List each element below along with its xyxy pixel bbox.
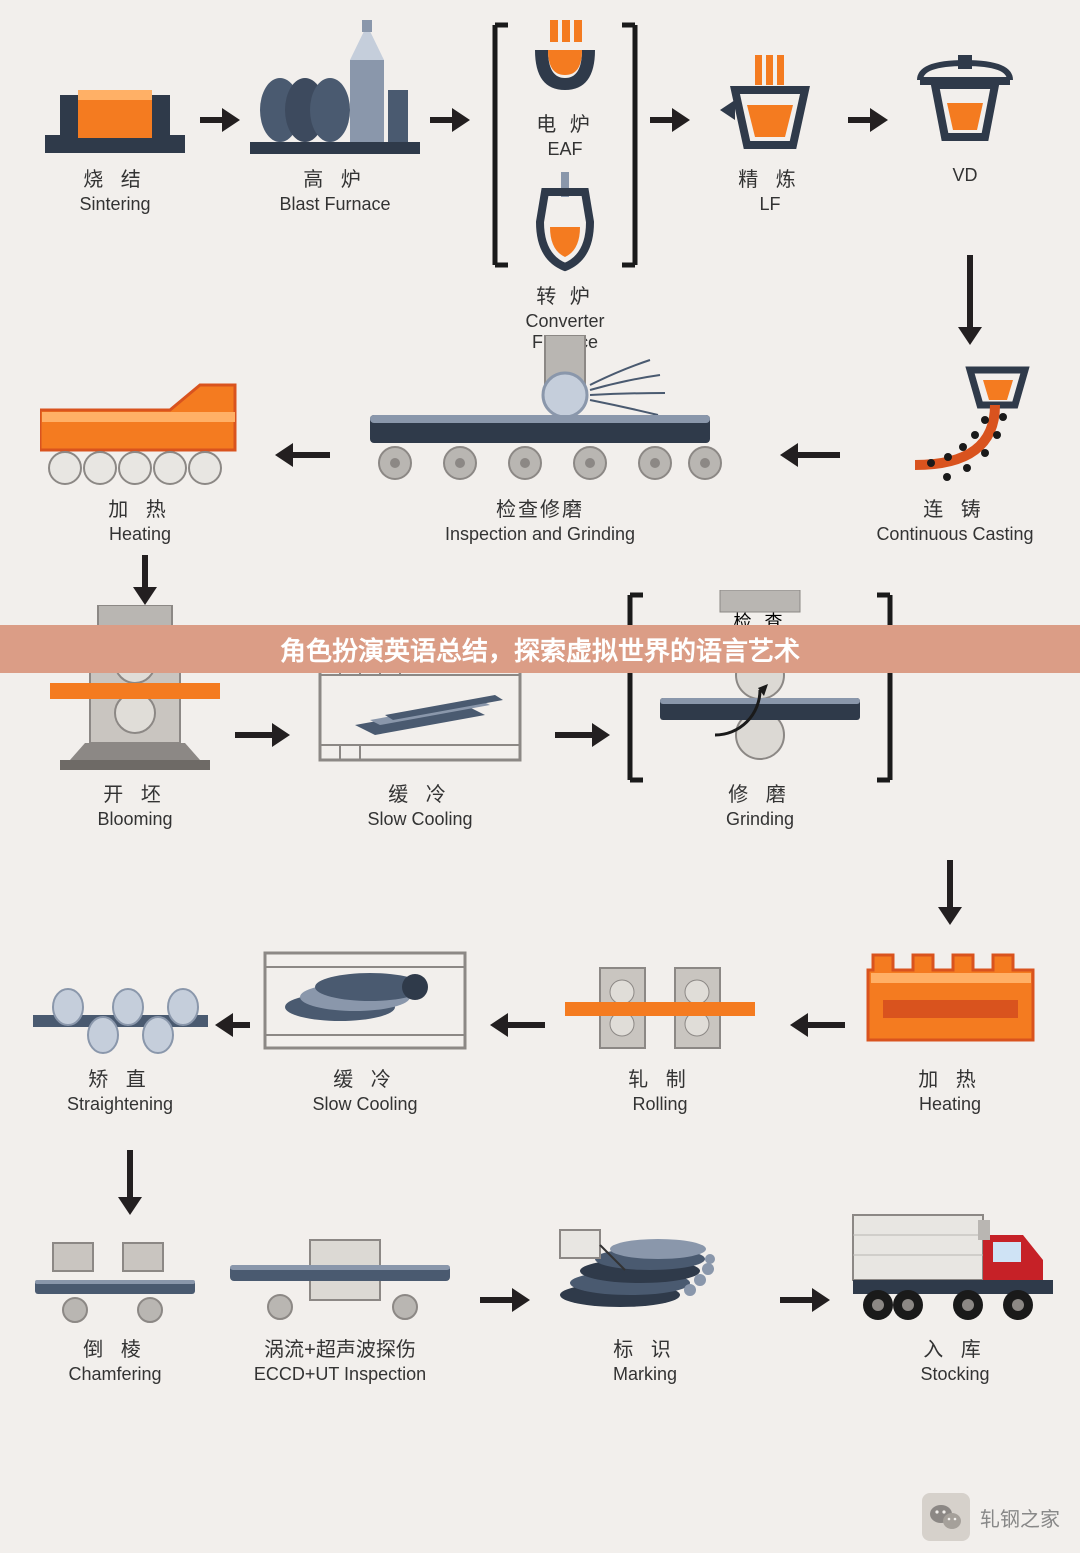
stage-chamfering: 倒 棱 Chamfering <box>30 1235 200 1385</box>
flow-arrow <box>275 440 330 470</box>
flow-arrow <box>235 720 290 750</box>
stage-continuous-casting: 连 铸 Continuous Casting <box>855 365 1055 545</box>
flow-arrow <box>650 105 690 135</box>
blooming-label-cn: 开 坯 <box>103 778 167 807</box>
heating2-label-cn: 加 热 <box>918 1063 982 1092</box>
slowcool1-label-cn: 缓 冷 <box>388 778 452 807</box>
blast-furnace-label-cn: 高 炉 <box>303 163 367 192</box>
stage-marking: 标 识 Marking <box>545 1215 745 1385</box>
stocking-label-en: Stocking <box>920 1364 989 1385</box>
casting-icon <box>875 365 1035 485</box>
slowcool2-label-en: Slow Cooling <box>312 1094 417 1115</box>
straightening-label-cn: 矫 直 <box>88 1063 152 1092</box>
heating1-label-cn: 加 热 <box>108 493 172 522</box>
sintering-icon <box>45 55 185 155</box>
footer-text: 轧钢之家 <box>980 1503 1060 1532</box>
eccd-label-en: ECCD+UT Inspection <box>254 1364 426 1385</box>
vd-label-en: VD <box>952 165 977 186</box>
inspection-grinding-label-cn: 检查修磨 <box>496 493 584 522</box>
vd-icon <box>905 55 1025 155</box>
straightening-label-en: Straightening <box>67 1094 173 1115</box>
flow-arrow <box>848 105 888 135</box>
rolling-label-cn: 轧 制 <box>628 1063 692 1092</box>
stage-heating-2: 加 热 Heating <box>860 945 1040 1115</box>
grinding-label-en: Grinding <box>726 809 794 830</box>
stocking-icon <box>848 1200 1063 1325</box>
stage-rolling: 轧 制 Rolling <box>560 960 760 1115</box>
stage-eccd-ut: 涡流+超声波探伤 ECCD+UT Inspection <box>220 1235 460 1385</box>
heating2-label-en: Heating <box>919 1094 981 1115</box>
casting-label-en: Continuous Casting <box>876 524 1033 545</box>
heating-icon <box>40 380 240 485</box>
flow-arrow <box>935 860 965 925</box>
stage-stocking: 入 库 Stocking <box>845 1200 1065 1385</box>
stage-inspection-grinding: 检查修磨 Inspection and Grinding <box>340 335 740 545</box>
marking-label-cn: 标 识 <box>613 1333 677 1362</box>
flow-arrow <box>480 1285 530 1315</box>
rolling-icon <box>565 960 755 1055</box>
heating1-label-en: Heating <box>109 524 171 545</box>
flow-arrow <box>555 720 610 750</box>
marking-icon <box>550 1215 740 1325</box>
stage-heating-1: 加 热 Heating <box>35 380 245 545</box>
flow-arrow <box>790 1010 845 1040</box>
slow-cooling-2-icon <box>260 945 470 1055</box>
stage-slow-cooling-1: 缓 冷 Slow Cooling <box>310 650 530 830</box>
bracket-icon <box>490 20 640 270</box>
stage-sintering: 烧 结 Sintering <box>40 55 190 215</box>
stage-vd: VD <box>895 55 1035 186</box>
lf-icon <box>715 55 825 155</box>
rolling-label-en: Rolling <box>632 1094 687 1115</box>
sintering-label-cn: 烧 结 <box>83 163 147 192</box>
flow-arrow <box>130 555 160 605</box>
flow-arrow <box>200 105 240 135</box>
heating2-icon <box>863 945 1038 1055</box>
banner-text: 角色扮演英语总结，探索虚拟世界的语言艺术 <box>280 631 800 668</box>
flow-arrow <box>490 1010 545 1040</box>
flow-arrow <box>780 440 840 470</box>
flow-arrow <box>215 1010 250 1040</box>
stage-eaf-converter: 电 炉 EAF 转 炉 Converter Furnace <box>490 20 640 353</box>
flow-arrow <box>780 1285 830 1315</box>
chamfering-label-en: Chamfering <box>68 1364 161 1385</box>
stage-straightening: 矫 直 Straightening <box>30 985 210 1115</box>
stage-blast-furnace: 高 炉 Blast Furnace <box>245 20 425 215</box>
sintering-label-en: Sintering <box>79 194 150 215</box>
slowcool2-label-cn: 缓 冷 <box>333 1063 397 1092</box>
stage-slow-cooling-2: 缓 冷 Slow Cooling <box>255 945 475 1115</box>
straightening-icon <box>33 985 208 1055</box>
slowcool1-label-en: Slow Cooling <box>367 809 472 830</box>
blooming-label-en: Blooming <box>97 809 172 830</box>
casting-label-cn: 连 铸 <box>923 493 987 522</box>
lf-label-en: LF <box>759 194 780 215</box>
flow-arrow <box>430 105 470 135</box>
chamfering-label-cn: 倒 棱 <box>83 1333 147 1362</box>
blast-furnace-icon <box>250 20 420 155</box>
marking-label-en: Marking <box>613 1364 677 1385</box>
eccd-label-cn: 涡流+超声波探伤 <box>264 1333 416 1362</box>
inspection-grinding-icon <box>350 335 730 485</box>
chamfering-icon <box>35 1235 195 1325</box>
overlay-banner: 角色扮演英语总结，探索虚拟世界的语言艺术 <box>0 625 1080 673</box>
eccd-ut-icon <box>225 1235 455 1325</box>
stocking-label-cn: 入 库 <box>923 1333 987 1362</box>
flow-arrow <box>955 255 985 345</box>
flow-arrow <box>115 1150 145 1215</box>
lf-label-cn: 精 炼 <box>738 163 802 192</box>
footer: 轧钢之家 <box>922 1493 1060 1541</box>
blast-furnace-label-en: Blast Furnace <box>279 194 390 215</box>
wechat-icon <box>922 1493 970 1541</box>
stage-lf: 精 炼 LF <box>700 55 840 215</box>
inspection-grinding-label-en: Inspection and Grinding <box>445 524 635 545</box>
converter-label-cn: 转 炉 <box>536 280 594 309</box>
